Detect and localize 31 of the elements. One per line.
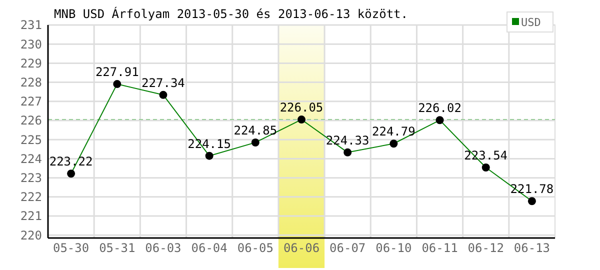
y-tick-label: 228 [20, 76, 42, 90]
data-label: 226.05 [280, 100, 324, 115]
x-tick-label: 05-30 [52, 241, 90, 255]
x-tick-label: 06-03 [145, 241, 182, 255]
y-tick-label: 226 [20, 114, 42, 128]
x-tick-label: 06-04 [191, 241, 228, 255]
y-tick-label: 223 [20, 171, 42, 186]
data-label: 224.79 [372, 124, 416, 139]
y-tick-label: 231 [20, 18, 42, 32]
data-label: 226.02 [418, 101, 462, 116]
data-label: 227.91 [95, 65, 139, 80]
x-tick-label: 06-10 [376, 241, 412, 255]
y-tick-label: 221 [20, 209, 42, 224]
x-tick-label: 05-31 [99, 241, 136, 255]
y-tick-label: 230 [20, 37, 42, 52]
y-tick-label: 225 [20, 132, 42, 147]
data-label: 227.34 [142, 76, 185, 90]
data-label: 224.85 [234, 123, 278, 138]
x-tick-label: 06-12 [468, 241, 504, 255]
y-tick-label: 224 [20, 152, 42, 166]
x-tick-label: 06-06 [283, 241, 320, 255]
y-tick-label: 229 [20, 56, 42, 70]
chart-title: MNB USD Árfolyam 2013-05-30 és 2013-06-13 között. [54, 6, 408, 21]
x-tick-label: 06-13 [514, 241, 550, 255]
x-tick-label: 06-05 [237, 241, 274, 255]
y-tick-label: 227 [20, 94, 42, 109]
y-tick-label: 220 [20, 228, 42, 242]
x-tick-label: 06-11 [422, 241, 458, 255]
x-tick-label: 06-07 [330, 241, 366, 255]
legend-label: USD [521, 16, 541, 29]
y-tick-label: 222 [20, 190, 42, 204]
